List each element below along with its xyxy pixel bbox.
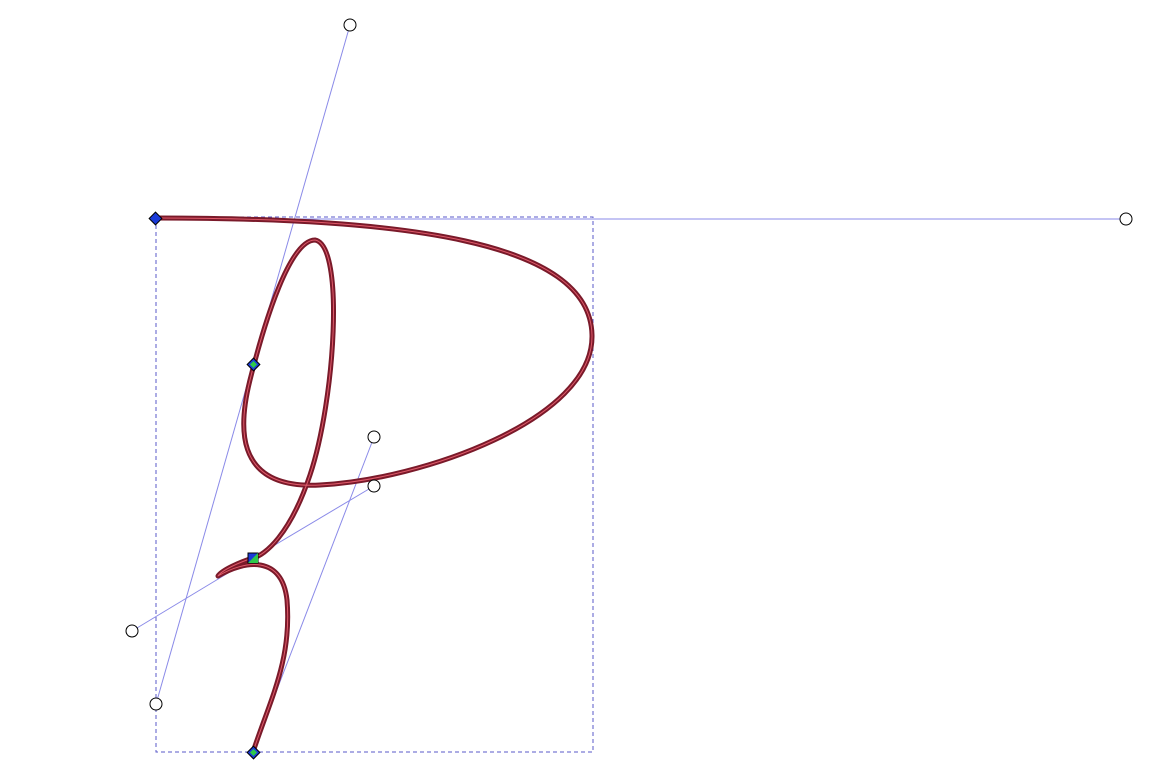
selection-bounding-box <box>155 216 594 753</box>
square-node-icon[interactable] <box>247 552 259 564</box>
circle-handle-icon[interactable] <box>343 18 357 32</box>
circle-handle-icon[interactable] <box>367 430 381 444</box>
circle-handle-icon[interactable] <box>1119 212 1133 226</box>
diamond-node-icon[interactable] <box>246 745 261 760</box>
circle-handle-icon[interactable] <box>149 697 163 711</box>
handle-line-lower-left <box>155 363 254 705</box>
circle-handle-icon[interactable] <box>367 479 381 493</box>
circle-handle-icon[interactable] <box>125 624 139 638</box>
diamond-node-icon[interactable] <box>148 211 163 226</box>
diamond-node-icon[interactable] <box>246 357 261 372</box>
bezier-path <box>155 217 593 753</box>
